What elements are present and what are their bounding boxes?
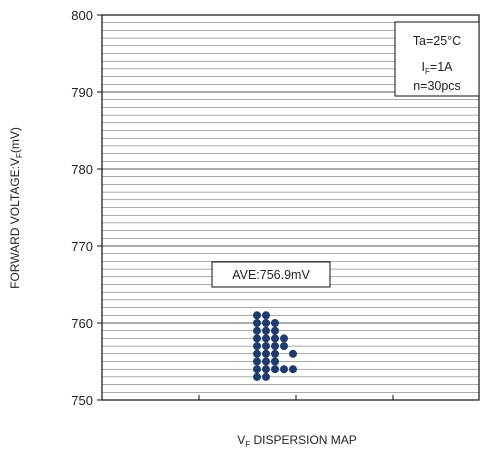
data-point (289, 365, 297, 374)
data-point (253, 357, 261, 366)
data-point (253, 326, 261, 335)
data-point (262, 372, 270, 381)
condition-temperature: Ta=25°C (413, 34, 461, 48)
data-point (262, 357, 270, 366)
x-axis-label: VF DISPERSION MAP (237, 433, 357, 449)
y-axis: 750 760 770 780 790 800 (71, 8, 102, 408)
data-point (280, 365, 288, 374)
x-tick-marks (198, 395, 394, 400)
data-point (280, 334, 288, 343)
y-tick-label: 800 (71, 8, 93, 23)
data-point (262, 311, 270, 320)
y-tick-label: 790 (71, 85, 93, 100)
data-point (253, 319, 261, 327)
data-point (262, 319, 270, 327)
data-point (253, 311, 261, 320)
plot-area (101, 14, 480, 401)
data-point (271, 319, 279, 327)
y-axis-label: FORWARD VOLTAGE:VF(mV) (8, 127, 24, 289)
condition-box: Ta=25°C IF=1A n=30pcs (394, 21, 480, 97)
data-point (253, 334, 261, 343)
data-point (262, 365, 270, 374)
average-label-box: AVE:756.9mV (211, 261, 331, 288)
y-tick-label: 750 (71, 393, 93, 408)
y-tick-label: 760 (71, 316, 93, 331)
data-point (253, 342, 261, 351)
data-point (253, 372, 261, 381)
data-points (253, 311, 297, 381)
condition-current: IF=1A (422, 60, 454, 76)
data-point (280, 342, 288, 351)
data-point (262, 334, 270, 343)
condition-sample-count: n=30pcs (413, 79, 461, 93)
y-tick-label: 780 (71, 162, 93, 177)
data-point (271, 326, 279, 335)
y-tick-label: 770 (71, 239, 93, 254)
data-point (271, 365, 279, 374)
data-point (253, 365, 261, 374)
average-label: AVE:756.9mV (232, 268, 310, 282)
data-point (262, 342, 270, 351)
data-point (262, 349, 270, 358)
data-point (289, 349, 297, 358)
data-point (262, 326, 270, 335)
data-point (271, 357, 279, 366)
data-point (253, 349, 261, 358)
data-point (271, 334, 279, 343)
data-point (271, 342, 279, 351)
data-point (271, 349, 279, 358)
